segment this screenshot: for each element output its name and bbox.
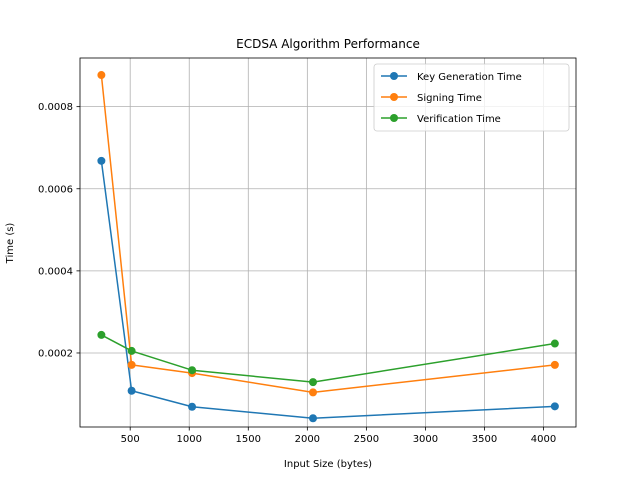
data-point [97,156,106,165]
x-tick-label: 1500 [236,434,261,445]
data-point [127,386,136,395]
data-point [550,339,559,348]
legend-marker [390,93,398,101]
y-tick-label: 0.0006 [38,184,73,195]
plot-frame [79,57,577,428]
legend-label: Verification Time [417,114,501,125]
series-1 [97,156,559,423]
legend-marker [390,114,398,122]
x-tick-label: 2000 [295,434,320,445]
y-axis-ticks: 0.0002 0.0004 0.0006 0.0008 [38,102,80,359]
y-tick-label: 0.0004 [38,266,73,277]
y-tick-label: 0.0008 [38,102,73,113]
x-tick-label: 3000 [413,434,438,445]
data-point [309,414,318,423]
data-point [550,360,559,369]
legend-frame [373,63,570,132]
y-tick-label: 0.0002 [38,348,73,359]
y-axis-label: Time (s) [5,223,16,265]
data-point [97,330,106,339]
data-point [127,346,136,355]
data-point [309,388,318,397]
legend-item: Key Generation Time [381,72,522,83]
x-tick-label: 500 [121,434,140,445]
x-tick-label: 2500 [354,434,379,445]
data-point [127,360,136,369]
x-tick-label: 4000 [531,434,556,445]
legend: Key Generation Time Signing Time Verificat… [373,63,570,132]
legend-label: Signing Time [417,93,482,104]
data-point [550,402,559,411]
legend-item: Verification Time [381,114,501,125]
data-point [97,71,106,80]
x-axis-ticks: 500 1000 1500 2000 2500 3000 3500 4000 [121,427,556,445]
data-point [188,402,197,411]
data-point [188,366,197,375]
series-layer [97,71,559,423]
x-tick-label: 1000 [177,434,202,445]
legend-label: Key Generation Time [417,72,522,83]
data-point [309,378,318,387]
chart-title: ECDSA Algorithm Performance [236,37,420,51]
legend-item: Signing Time [381,93,482,104]
x-tick-label: 3500 [472,434,497,445]
series-3 [97,330,559,387]
legend-marker [390,72,398,80]
x-axis-label: Input Size (bytes) [284,459,372,470]
